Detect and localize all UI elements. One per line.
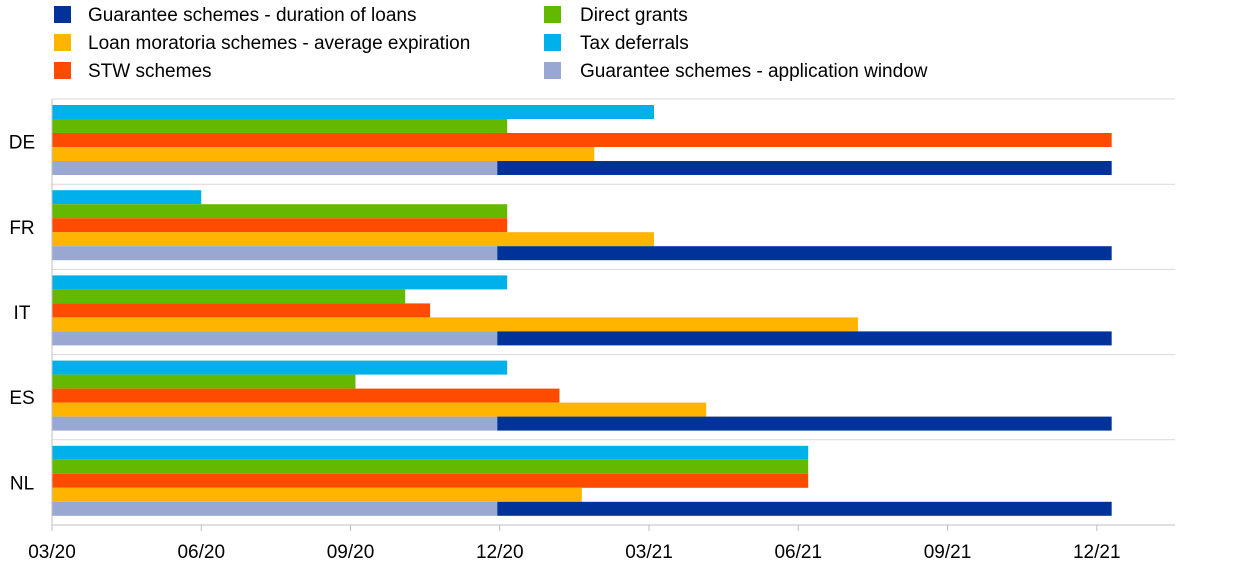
category-label-nl: NL bbox=[10, 473, 34, 494]
bar-es-tax-deferrals bbox=[52, 360, 508, 375]
bar-nl-guarantee-schemes-duration-of-loans bbox=[497, 501, 1112, 516]
legend-swatch-direct-grants bbox=[544, 6, 561, 23]
x-tick-label: 12/21 bbox=[1073, 542, 1121, 563]
legend-item-guarantee-schemes-duration-of-loans: Guarantee schemes - duration of loans bbox=[54, 5, 416, 26]
bar-it-guarantee-schemes-duration-of-loans bbox=[497, 331, 1112, 346]
bar-es-loan-moratoria-schemes-average-expiration bbox=[52, 402, 707, 417]
category-group-nl: NL bbox=[10, 445, 1112, 516]
category-group-es: ES bbox=[9, 360, 1112, 431]
legend-label-guarantee-schemes-duration-of-loans: Guarantee schemes - duration of loans bbox=[88, 5, 416, 26]
bar-de-loan-moratoria-schemes-average-expiration bbox=[52, 147, 595, 161]
bar-de-tax-deferrals bbox=[52, 105, 654, 119]
legend-item-direct-grants: Direct grants bbox=[544, 5, 688, 26]
legend-label-guarantee-schemes-application-window: Guarantee schemes - application window bbox=[580, 61, 928, 82]
category-group-it: IT bbox=[14, 275, 1112, 346]
bar-it-stw-schemes bbox=[52, 303, 431, 318]
axes: 03/20 06/20 09/20 12/20 03/21 06/21 09/21 12/21 bbox=[28, 99, 1175, 563]
legend-label-loan-moratoria-schemes-average-expiration: Loan moratoria schemes - average expirat… bbox=[88, 33, 470, 54]
bar-fr-guarantee-schemes-duration-of-loans bbox=[497, 246, 1112, 261]
x-tick-label: 03/21 bbox=[625, 542, 673, 563]
bar-de-guarantee-schemes-duration-of-loans bbox=[497, 161, 1112, 175]
bar-es-direct-grants bbox=[52, 374, 356, 389]
legend-label-tax-deferrals: Tax deferrals bbox=[580, 33, 689, 54]
bars: DE FR IT ES NL bbox=[9, 105, 1112, 516]
x-tick-label: 03/20 bbox=[28, 542, 76, 563]
legend-label-direct-grants: Direct grants bbox=[580, 5, 688, 26]
bar-fr-guarantee-schemes-application-window bbox=[52, 246, 498, 261]
category-group-de: DE bbox=[9, 105, 1112, 175]
bar-nl-loan-moratoria-schemes-average-expiration bbox=[52, 487, 582, 502]
bar-fr-tax-deferrals bbox=[52, 190, 202, 205]
legend-item-loan-moratoria-schemes-average-expiration: Loan moratoria schemes - average expirat… bbox=[54, 33, 470, 54]
x-tick-label: 06/20 bbox=[177, 542, 225, 563]
category-label-fr: FR bbox=[9, 218, 34, 239]
legend-item-guarantee-schemes-application-window: Guarantee schemes - application window bbox=[544, 61, 928, 82]
category-group-fr: FR bbox=[9, 190, 1112, 261]
plot-area: DE FR IT ES NL 03/20 06/20 09/20 12/20 03/21 06/2… bbox=[9, 98, 1175, 563]
bar-it-tax-deferrals bbox=[52, 275, 508, 290]
bar-fr-stw-schemes bbox=[52, 218, 508, 233]
legend-item-tax-deferrals: Tax deferrals bbox=[544, 33, 689, 54]
legend-item-stw-schemes: STW schemes bbox=[54, 61, 212, 82]
legend: Guarantee schemes - duration of loans Loa… bbox=[54, 5, 928, 82]
bar-nl-stw-schemes bbox=[52, 473, 809, 488]
bar-nl-tax-deferrals bbox=[52, 445, 809, 460]
x-tick-label: 09/21 bbox=[924, 542, 972, 563]
category-label-es: ES bbox=[9, 388, 34, 409]
bar-fr-loan-moratoria-schemes-average-expiration bbox=[52, 232, 654, 247]
bar-it-loan-moratoria-schemes-average-expiration bbox=[52, 317, 858, 332]
x-tick-label: 06/21 bbox=[774, 542, 822, 563]
bar-es-stw-schemes bbox=[52, 388, 560, 403]
bar-it-direct-grants bbox=[52, 289, 406, 304]
bar-de-stw-schemes bbox=[52, 133, 1112, 147]
bar-de-direct-grants bbox=[52, 119, 508, 133]
bar-es-guarantee-schemes-application-window bbox=[52, 416, 498, 431]
bar-nl-guarantee-schemes-application-window bbox=[52, 501, 498, 516]
x-tick-label: 09/20 bbox=[327, 542, 375, 563]
bar-es-guarantee-schemes-duration-of-loans bbox=[497, 416, 1112, 431]
legend-label-stw-schemes: STW schemes bbox=[88, 61, 212, 82]
legend-swatch-stw-schemes bbox=[54, 62, 71, 79]
x-tick-label: 12/20 bbox=[476, 542, 524, 563]
legend-swatch-guarantee-schemes-application-window bbox=[544, 62, 561, 79]
legend-swatch-tax-deferrals bbox=[544, 34, 561, 51]
category-label-de: DE bbox=[9, 133, 35, 154]
bar-de-guarantee-schemes-application-window bbox=[52, 161, 498, 175]
bar-nl-direct-grants bbox=[52, 459, 809, 474]
legend-swatch-guarantee-schemes-duration-of-loans bbox=[54, 6, 71, 23]
bar-fr-direct-grants bbox=[52, 204, 508, 219]
category-label-it: IT bbox=[14, 303, 31, 324]
legend-swatch-loan-moratoria-schemes-average-expiration bbox=[54, 34, 71, 51]
category-separators bbox=[52, 98, 1175, 441]
bar-it-guarantee-schemes-application-window bbox=[52, 331, 498, 346]
